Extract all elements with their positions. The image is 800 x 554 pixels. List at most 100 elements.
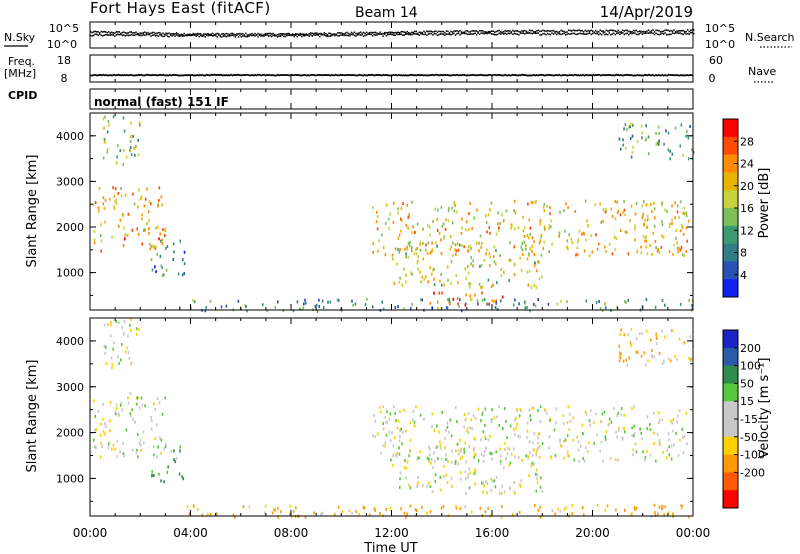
freq-point bbox=[540, 74, 543, 76]
power-cell bbox=[134, 153, 136, 157]
velocity-cell bbox=[658, 439, 661, 442]
n-search-point bbox=[106, 34, 108, 36]
power-cell bbox=[364, 303, 367, 306]
power-cell bbox=[526, 306, 528, 310]
nave-point bbox=[581, 74, 583, 76]
n-search-point bbox=[308, 35, 310, 37]
n-search-point bbox=[102, 35, 104, 37]
velocity-cell bbox=[412, 418, 414, 422]
power-cell bbox=[431, 248, 434, 252]
power-cell bbox=[150, 202, 152, 206]
nave-point bbox=[620, 74, 622, 76]
velocity-cell bbox=[123, 454, 125, 458]
velocity-cell bbox=[437, 457, 439, 461]
velocity-cell bbox=[395, 455, 398, 458]
power-cell bbox=[604, 208, 607, 212]
power-cell bbox=[643, 223, 645, 227]
velocity-cell bbox=[418, 456, 421, 460]
nave-point bbox=[313, 74, 314, 76]
velocity-cell bbox=[620, 407, 623, 410]
power-cell bbox=[100, 233, 102, 237]
nave-point bbox=[126, 74, 127, 76]
velocity-cell bbox=[646, 450, 648, 453]
velocity-cell bbox=[426, 511, 428, 515]
power-cell bbox=[488, 226, 491, 230]
n-sky-point bbox=[136, 32, 139, 35]
n-search-point bbox=[97, 34, 99, 36]
n-search-point bbox=[323, 34, 326, 36]
freq-point bbox=[642, 74, 645, 77]
n-search-point bbox=[445, 33, 448, 35]
power-cell bbox=[292, 309, 295, 313]
n-search-point bbox=[380, 33, 383, 35]
power-cell bbox=[442, 222, 445, 226]
n-sky-point bbox=[121, 31, 124, 34]
power-cell bbox=[679, 229, 682, 233]
n-search-point bbox=[628, 33, 630, 36]
nave-point bbox=[355, 74, 357, 76]
power-cell bbox=[382, 246, 385, 249]
velocity-cell bbox=[530, 418, 532, 422]
n-search-point bbox=[432, 34, 434, 36]
freq-point bbox=[96, 74, 98, 77]
power-cell bbox=[588, 254, 591, 258]
n-sky-point bbox=[581, 29, 583, 32]
power-cell bbox=[391, 253, 394, 257]
y-tick-label: 2000 bbox=[56, 427, 84, 440]
velocity-cell bbox=[109, 419, 111, 423]
n-sky-point bbox=[269, 32, 271, 35]
velocity-cell bbox=[321, 511, 324, 515]
n-sky-point bbox=[492, 30, 494, 32]
freq-point bbox=[362, 74, 365, 77]
velocity-cell bbox=[505, 420, 507, 423]
freq-point bbox=[606, 74, 608, 76]
velocity-cell bbox=[403, 466, 406, 469]
velocity-cell bbox=[604, 508, 607, 512]
power-cell bbox=[407, 255, 409, 259]
power-cell bbox=[385, 203, 388, 207]
n-sky-point bbox=[362, 31, 365, 34]
power-cell bbox=[444, 227, 447, 231]
velocity-cell bbox=[603, 410, 606, 414]
velocity-cell bbox=[399, 410, 401, 414]
velocity-cell bbox=[119, 450, 121, 454]
power-cell bbox=[529, 309, 531, 313]
n-sky-point bbox=[337, 32, 339, 34]
n-sky-point bbox=[394, 31, 396, 34]
n-sky-point bbox=[415, 30, 418, 33]
velocity-cell bbox=[401, 442, 403, 446]
power-cell bbox=[676, 204, 679, 208]
n-search-point bbox=[240, 36, 243, 38]
velocity-cell bbox=[103, 432, 106, 436]
velocity-cell bbox=[554, 512, 556, 516]
freq-point bbox=[257, 73, 259, 76]
power-cell bbox=[566, 245, 568, 249]
freq-point bbox=[567, 74, 569, 77]
power-cell bbox=[469, 244, 471, 248]
n-search-point bbox=[659, 33, 662, 36]
nave-point bbox=[222, 74, 224, 76]
power-cell bbox=[436, 217, 438, 221]
velocity-cell bbox=[158, 401, 161, 405]
freq-point bbox=[296, 74, 298, 76]
freq-point bbox=[252, 74, 254, 76]
power-cell bbox=[205, 305, 208, 309]
power-cell bbox=[644, 218, 646, 222]
n-sky-point bbox=[189, 33, 191, 36]
nave-point bbox=[231, 74, 233, 76]
nave-point bbox=[500, 74, 501, 76]
power-cell bbox=[604, 302, 607, 306]
freq-point bbox=[425, 74, 427, 77]
n-search-point bbox=[316, 34, 318, 36]
nave-point bbox=[310, 74, 311, 76]
n-search-point bbox=[567, 32, 570, 35]
velocity-cell bbox=[373, 414, 375, 418]
velocity-cell bbox=[510, 452, 513, 456]
n-search-point bbox=[587, 32, 589, 35]
velocity-cell bbox=[536, 477, 538, 480]
velocity-cell bbox=[644, 456, 647, 460]
n-sky-point bbox=[460, 31, 463, 33]
n-sky-point bbox=[273, 33, 276, 36]
freq-point bbox=[265, 74, 268, 77]
power-cell bbox=[510, 223, 513, 227]
